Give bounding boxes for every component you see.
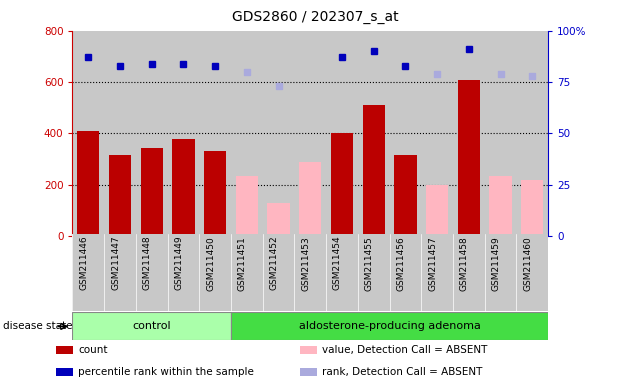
Bar (389, 31, 421, 236)
Bar (331, 134, 353, 236)
Text: GSM211446: GSM211446 (79, 236, 88, 290)
Bar (521, 180, 543, 236)
Bar (326, 31, 358, 236)
Bar (77, 131, 100, 236)
Text: GSM211452: GSM211452 (270, 236, 278, 290)
Bar (263, 234, 294, 311)
Text: count: count (78, 345, 108, 355)
Bar (168, 234, 199, 311)
Bar (72, 234, 104, 311)
Text: GSM211448: GSM211448 (143, 236, 152, 290)
Bar (109, 155, 131, 236)
Bar (300, 368, 316, 376)
Bar (294, 31, 326, 236)
Bar (168, 31, 199, 236)
Bar (490, 176, 512, 236)
Bar (358, 31, 389, 236)
Bar (199, 31, 231, 236)
Bar (173, 139, 195, 236)
Bar (56, 346, 72, 354)
Text: GSM211460: GSM211460 (524, 236, 532, 291)
Bar (326, 234, 358, 311)
Bar (299, 162, 321, 236)
Text: disease state: disease state (3, 321, 72, 331)
Bar (136, 31, 168, 236)
Text: aldosterone-producing adenoma: aldosterone-producing adenoma (299, 321, 481, 331)
Text: value, Detection Call = ABSENT: value, Detection Call = ABSENT (322, 345, 488, 355)
Bar (484, 234, 517, 311)
Bar (231, 31, 263, 236)
Text: GSM211449: GSM211449 (175, 236, 183, 290)
Text: GSM211454: GSM211454 (333, 236, 342, 290)
Text: GSM211456: GSM211456 (396, 236, 406, 291)
Bar (263, 31, 294, 236)
Bar (236, 176, 258, 236)
Text: GSM211455: GSM211455 (365, 236, 374, 291)
Bar (421, 234, 453, 311)
Bar (268, 203, 290, 236)
Bar (140, 147, 163, 236)
Bar (199, 234, 231, 311)
Bar (484, 31, 517, 236)
Text: rank, Detection Call = ABSENT: rank, Detection Call = ABSENT (322, 367, 483, 377)
Text: GSM211457: GSM211457 (428, 236, 437, 291)
Text: percentile rank within the sample: percentile rank within the sample (78, 367, 254, 377)
Text: GSM211458: GSM211458 (460, 236, 469, 291)
Bar (394, 155, 416, 236)
Bar (104, 234, 136, 311)
Text: GSM211451: GSM211451 (238, 236, 247, 291)
Bar (231, 312, 548, 340)
Bar (294, 234, 326, 311)
Bar (300, 346, 316, 354)
Text: GSM211447: GSM211447 (111, 236, 120, 290)
Bar (204, 151, 226, 236)
Text: GSM211450: GSM211450 (206, 236, 215, 291)
Bar (389, 234, 421, 311)
Bar (358, 234, 389, 311)
Text: GSM211459: GSM211459 (491, 236, 500, 291)
Bar (363, 105, 385, 236)
Bar (517, 234, 548, 311)
Text: GSM211453: GSM211453 (301, 236, 310, 291)
Bar (231, 234, 263, 311)
Bar (453, 234, 484, 311)
Bar (453, 31, 484, 236)
Text: GDS2860 / 202307_s_at: GDS2860 / 202307_s_at (232, 10, 398, 23)
Bar (136, 234, 168, 311)
Bar (56, 368, 72, 376)
Bar (72, 312, 231, 340)
Bar (104, 31, 136, 236)
Text: control: control (132, 321, 171, 331)
Bar (458, 80, 480, 236)
Bar (72, 31, 104, 236)
Bar (426, 185, 448, 236)
Bar (517, 31, 548, 236)
Bar (421, 31, 453, 236)
